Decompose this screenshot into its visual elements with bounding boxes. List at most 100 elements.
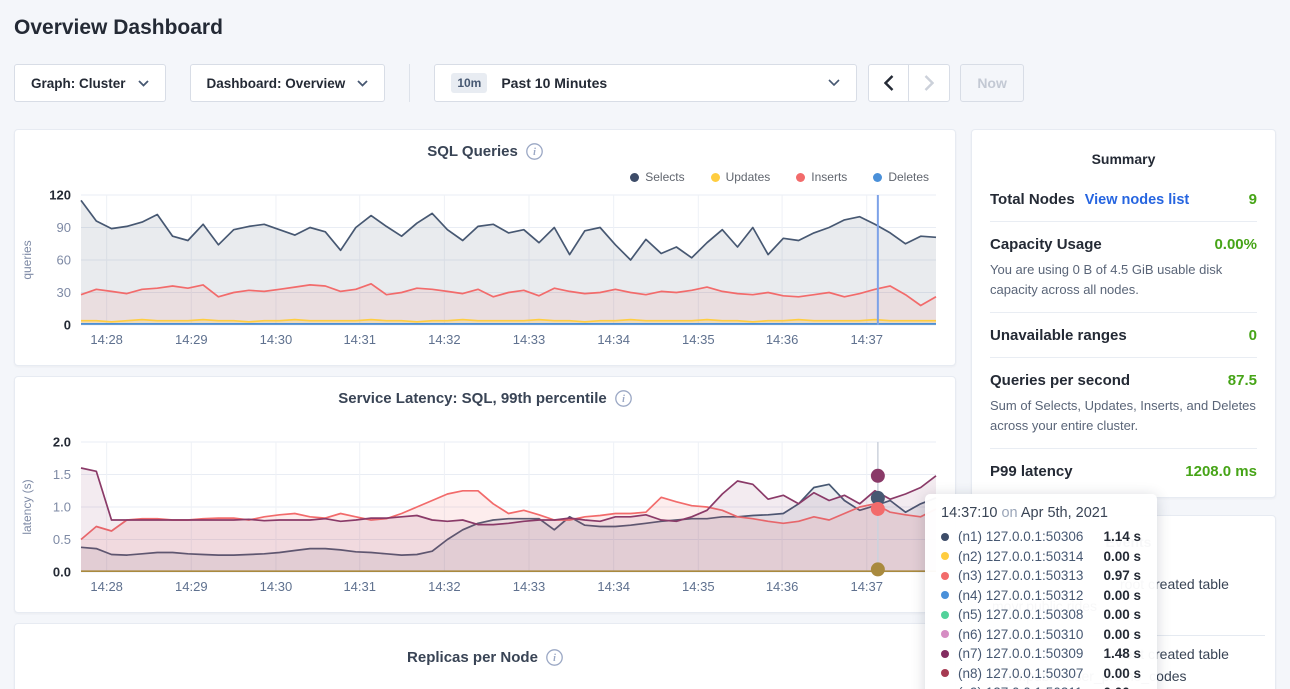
now-button[interactable]: Now [960, 64, 1024, 102]
unavailable-ranges-label: Unavailable ranges [990, 327, 1127, 344]
svg-text:2.0: 2.0 [53, 435, 71, 450]
chart-hover-tooltip: 14:37:10 on Apr 5th, 2021 (n1) 127.0.0.1… [925, 494, 1157, 689]
service-latency-chart[interactable]: 0.00.51.01.52.014:2814:2914:3014:3114:32… [15, 432, 955, 596]
svg-text:14:30: 14:30 [260, 579, 293, 594]
tooltip-node-row: (n1) 127.0.0.1:503061.14 s [941, 527, 1141, 547]
tooltip-node-row: (n8) 127.0.0.1:503070.00 s [941, 664, 1141, 684]
svg-text:i: i [533, 147, 536, 158]
capacity-usage-label: Capacity Usage [990, 236, 1102, 253]
node-latency-value: 0.00 s [1103, 666, 1141, 681]
node-color-dot [941, 591, 949, 599]
queries-per-second-description: Sum of Selects, Updates, Inserts, and De… [990, 396, 1257, 435]
info-icon[interactable]: i [615, 390, 632, 407]
page-title: Overview Dashboard [14, 16, 1290, 40]
svg-text:14:34: 14:34 [597, 332, 630, 347]
time-forward-button[interactable] [909, 65, 949, 101]
svg-text:14:29: 14:29 [175, 579, 208, 594]
svg-text:14:31: 14:31 [343, 332, 376, 347]
chevron-left-icon [884, 75, 894, 91]
node-latency-value: 1.48 s [1103, 646, 1141, 661]
svg-text:14:37: 14:37 [850, 332, 883, 347]
info-icon[interactable]: i [546, 649, 563, 666]
svg-text:14:31: 14:31 [343, 579, 376, 594]
node-address: (n4) 127.0.0.1:50312 [958, 588, 1094, 603]
dashboard-selector-label: Dashboard: Overview [207, 76, 346, 91]
node-color-dot [941, 611, 949, 619]
node-color-dot [941, 650, 949, 658]
legend-item-selects[interactable]: Selects [630, 169, 684, 185]
svg-text:1.5: 1.5 [53, 467, 71, 482]
time-range-label: Past 10 Minutes [501, 75, 814, 91]
svg-text:14:28: 14:28 [90, 332, 123, 347]
dashboard-selector-dropdown[interactable]: Dashboard: Overview [190, 64, 386, 102]
summary-row-unavailable-ranges: Unavailable ranges 0 [990, 313, 1257, 358]
tooltip-node-row: (n5) 127.0.0.1:50308 0.00 s [941, 605, 1141, 625]
summary-row-capacity-usage: Capacity Usage 0.00% You are using 0 B o… [990, 222, 1257, 313]
node-latency-value: 0.00 s [1103, 588, 1141, 603]
legend-dot [711, 173, 720, 182]
total-nodes-label: Total Nodes [990, 191, 1075, 208]
summary-title: Summary [990, 151, 1257, 167]
svg-text:14:35: 14:35 [682, 332, 715, 347]
sql-queries-chart[interactable]: 030609012014:2814:2914:3014:3114:3214:33… [15, 185, 955, 349]
svg-text:14:33: 14:33 [513, 579, 546, 594]
controls-divider [409, 64, 410, 102]
node-address: (n1) 127.0.0.1:50306 [958, 529, 1094, 544]
svg-text:30: 30 [57, 285, 71, 300]
tooltip-timestamp: 14:37:10 on Apr 5th, 2021 [941, 505, 1141, 521]
chevron-down-icon [828, 79, 840, 87]
tooltip-node-row: (n9) 127.0.0.1:50311 0.00 s [941, 683, 1141, 689]
summary-row-p99-latency: P99 latency 1208.0 ms [990, 449, 1257, 493]
replicas-per-node-chart-card: Replicas per Node i [14, 623, 956, 689]
view-nodes-list-link[interactable]: View nodes list [1085, 192, 1190, 208]
node-address: (n6) 127.0.0.1:50310 [958, 627, 1094, 642]
node-latency-value: 0.00 s [1103, 607, 1141, 622]
summary-panel: Summary Total Nodes View nodes list 9 Ca… [971, 129, 1276, 498]
unavailable-ranges-value: 0 [1249, 327, 1257, 344]
node-latency-value: 0.97 s [1103, 568, 1141, 583]
node-address: (n3) 127.0.0.1:50313 [958, 568, 1094, 583]
svg-text:i: i [553, 653, 556, 664]
legend-label: Deletes [888, 170, 929, 184]
svg-text:14:36: 14:36 [766, 332, 799, 347]
node-latency-value: 0.00 s [1103, 549, 1141, 564]
node-latency-value: 0.00 s [1103, 685, 1141, 689]
svg-text:60: 60 [57, 253, 71, 268]
queries-per-second-value: 87.5 [1228, 372, 1257, 389]
graph-selector-dropdown[interactable]: Graph: Cluster [14, 64, 166, 102]
node-address: (n5) 127.0.0.1:50308 [958, 607, 1094, 622]
svg-text:1.0: 1.0 [53, 500, 71, 515]
legend-item-updates[interactable]: Updates [711, 169, 771, 185]
svg-text:0.5: 0.5 [53, 532, 71, 547]
svg-text:14:33: 14:33 [513, 332, 546, 347]
chevron-down-icon [138, 80, 149, 87]
tooltip-node-row: (n6) 127.0.0.1:50310 0.00 s [941, 625, 1141, 645]
svg-text:14:36: 14:36 [766, 579, 799, 594]
tooltip-node-row: (n4) 127.0.0.1:50312 0.00 s [941, 586, 1141, 606]
node-latency-value: 0.00 s [1103, 627, 1141, 642]
p99-latency-value: 1208.0 ms [1185, 463, 1257, 480]
legend-item-deletes[interactable]: Deletes [873, 169, 929, 185]
node-address: (n9) 127.0.0.1:50311 [958, 685, 1094, 689]
tooltip-node-row: (n7) 127.0.0.1:503091.48 s [941, 644, 1141, 664]
svg-text:0: 0 [64, 318, 71, 333]
time-back-button[interactable] [869, 65, 909, 101]
node-color-dot [941, 630, 949, 638]
svg-text:latency (s): latency (s) [20, 479, 34, 534]
legend-label: Updates [726, 170, 771, 184]
sql-queries-chart-title: SQL Queries [427, 143, 518, 160]
capacity-usage-description: You are using 0 B of 4.5 GiB usable disk… [990, 260, 1257, 299]
legend-dot [873, 173, 882, 182]
graph-selector-label: Graph: Cluster [31, 76, 126, 91]
node-color-dot [941, 533, 949, 541]
svg-text:120: 120 [49, 188, 71, 203]
time-range-badge: 10m [451, 73, 487, 93]
controls-bar: Graph: Cluster Dashboard: Overview 10m P… [14, 64, 1276, 102]
node-color-dot [941, 572, 949, 580]
svg-text:i: i [622, 394, 625, 405]
replicas-per-node-chart-title: Replicas per Node [407, 649, 538, 666]
info-icon[interactable]: i [526, 143, 543, 160]
sql-queries-chart-card: SQL Queries i Selects Updates Inserts Delet… [14, 129, 956, 366]
legend-item-inserts[interactable]: Inserts [796, 169, 847, 185]
time-range-dropdown[interactable]: 10m Past 10 Minutes [434, 64, 857, 102]
